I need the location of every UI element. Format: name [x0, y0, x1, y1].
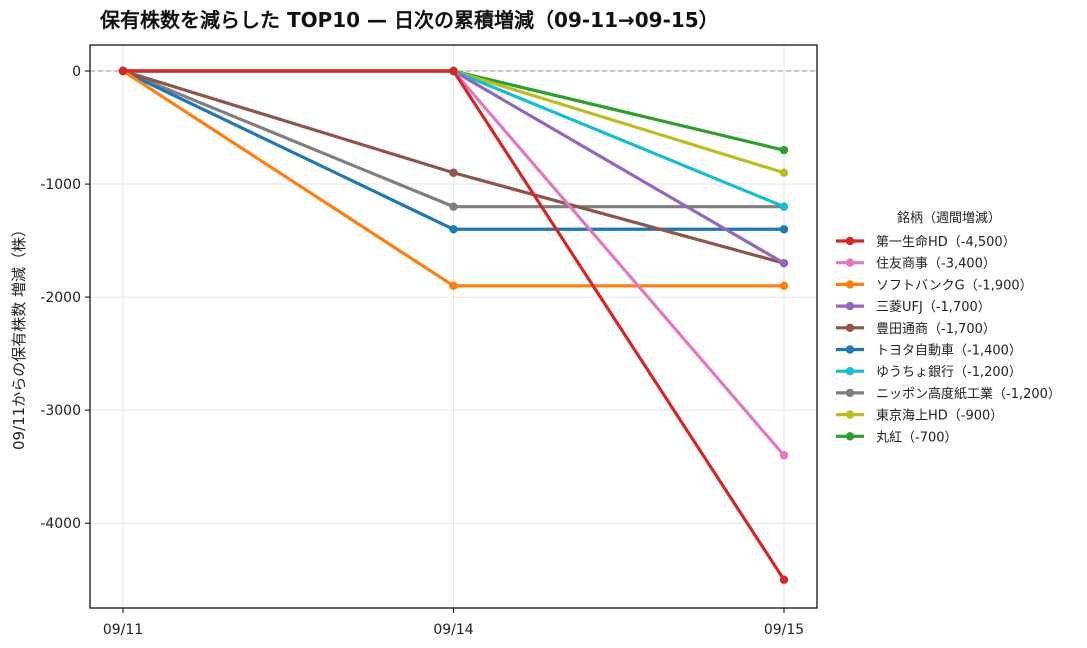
x-tick-label: 09/11 [103, 622, 143, 638]
chart-title: 保有株数を減らした TOP10 — 日次の累積増減（09-11→09-15） [99, 8, 719, 32]
data-point [779, 202, 789, 211]
series [118, 66, 789, 584]
legend-label: 三菱UFJ（-1,700） [876, 300, 991, 315]
data-point [779, 168, 789, 177]
y-tick-label: 0 [72, 64, 81, 80]
legend-item: 東京海上HD（-900） [836, 408, 1003, 424]
data-point [449, 225, 458, 234]
x-tick-label: 09/14 [433, 622, 473, 638]
legend-swatch-marker [845, 410, 855, 419]
legend-label: 丸紅（-700） [876, 430, 958, 445]
data-point [779, 281, 789, 291]
legend-swatch-marker [845, 345, 855, 354]
legend-label: ゆうちょ銀行（-1,200） [876, 365, 1022, 380]
legend-label: 第一生命HD（-4,500） [876, 234, 1016, 250]
legend-label: 東京海上HD（-900） [876, 408, 1003, 424]
y-tick-label: -2000 [40, 290, 81, 306]
data-point [449, 202, 458, 211]
legend-label: ニッポン高度紙工業（-1,200） [876, 386, 1061, 402]
legend-swatch-marker [845, 432, 855, 441]
legend-swatch-marker [845, 236, 855, 246]
legend-item: ゆうちょ銀行（-1,200） [836, 365, 1022, 380]
legend-item: ソフトバンクG（-1,900） [836, 278, 1033, 293]
legend-item: 三菱UFJ（-1,700） [836, 300, 991, 315]
x-tick-label: 09/15 [764, 622, 804, 638]
legend: 銘柄（週間増減） 第一生命HD（-4,500） 住友商事（-3,400） ソフトバンク… [836, 210, 1061, 445]
data-point [779, 258, 789, 268]
series-group [118, 66, 789, 584]
legend-swatch-marker [845, 301, 855, 311]
data-point [449, 281, 458, 291]
legend-label: 豊田通商（-1,700） [876, 322, 996, 337]
data-point [779, 225, 789, 234]
axis-ticks: 0 -1000 -2000 -3000 -4000 09/11 09/14 09/15 [40, 64, 804, 638]
legend-label: 住友商事（-3,400） [876, 256, 996, 272]
y-tick-label: -3000 [40, 403, 81, 419]
legend-swatch-marker [845, 367, 855, 376]
y-axis-label: 09/11からの保有株数 増減（株） [10, 222, 28, 450]
legend-item: トヨタ自動車（-1,400） [836, 344, 1022, 359]
legend-title: 銘柄（週間増減） [897, 210, 1001, 226]
data-point [118, 66, 128, 76]
data-point [449, 168, 458, 177]
legend-swatch-marker [845, 258, 855, 267]
legend-item: 第一生命HD（-4,500） [836, 234, 1016, 250]
grid [90, 45, 817, 608]
legend-label: トヨタ自動車（-1,400） [876, 344, 1022, 359]
legend-item: 豊田通商（-1,700） [836, 322, 996, 337]
y-tick-label: -1000 [40, 177, 81, 193]
legend-swatch-marker [845, 280, 855, 289]
data-point [779, 451, 789, 460]
legend-label: ソフトバンクG（-1,900） [876, 278, 1033, 293]
legend-swatch-marker [845, 388, 855, 398]
legend-item: ニッポン高度紙工業（-1,200） [836, 386, 1061, 402]
legend-item: 住友商事（-3,400） [836, 256, 996, 272]
legend-item: 丸紅（-700） [836, 430, 958, 445]
y-tick-label: -4000 [40, 516, 81, 532]
data-point [779, 575, 789, 584]
data-point [449, 66, 458, 76]
data-point [779, 145, 789, 155]
legend-swatch-marker [845, 323, 855, 332]
